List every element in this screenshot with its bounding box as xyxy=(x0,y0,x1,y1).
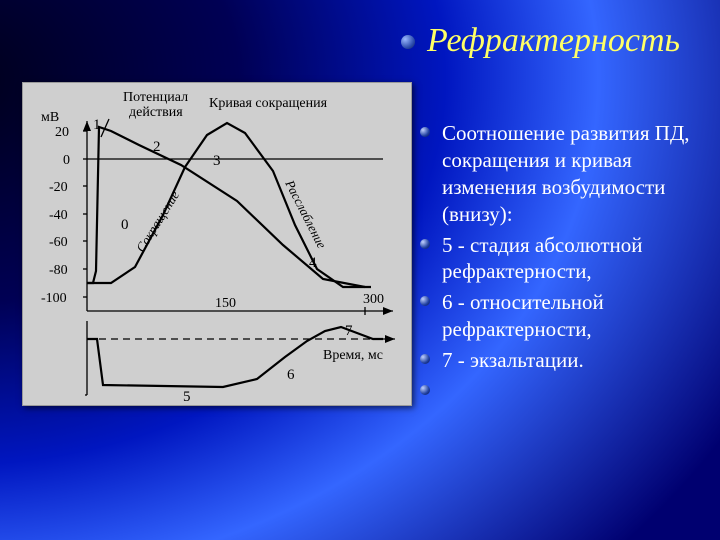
svg-text:0: 0 xyxy=(63,153,70,168)
contraction-curve xyxy=(87,123,371,287)
svg-text:-40: -40 xyxy=(49,208,68,223)
list-item: Соотношение развития ПД, сокращения и кр… xyxy=(420,120,696,228)
xtick: 150 xyxy=(215,296,236,311)
ytick: -40 xyxy=(49,208,87,223)
ytick: -100 xyxy=(41,291,87,306)
ytick: 20 xyxy=(55,125,87,140)
svg-text:20: 20 xyxy=(55,125,69,140)
x-unit: Время, мс xyxy=(323,348,383,363)
ytick: -60 xyxy=(49,235,87,250)
ytick: -20 xyxy=(49,180,87,195)
svg-text:4: 4 xyxy=(309,255,317,271)
svg-text:Кривая сокращения: Кривая сокращения xyxy=(209,96,328,111)
svg-text:2: 2 xyxy=(153,139,161,155)
ytick: -80 xyxy=(49,263,87,278)
svg-text:Потенциал: Потенциал xyxy=(123,90,188,105)
svg-text:-20: -20 xyxy=(49,180,68,195)
action-potential-curve xyxy=(87,127,365,287)
xtick: 300 xyxy=(363,292,384,307)
list-item: 5 - стадия абсолютной рефрактерности, xyxy=(420,232,696,286)
svg-text:Сокращение: Сокращение xyxy=(133,188,182,255)
svg-text:5: 5 xyxy=(183,389,191,405)
slide-title: Рефрактерность xyxy=(401,22,680,60)
list-item: 6 - относительной рефрактерности, xyxy=(420,289,696,343)
ytick: 0 xyxy=(63,153,87,168)
svg-text:Расслабление: Расслабление xyxy=(282,177,330,251)
svg-text:действия: действия xyxy=(129,105,183,120)
bullet-list: Соотношение развития ПД, сокращения и кр… xyxy=(420,120,696,378)
svg-text:1: 1 xyxy=(93,117,101,133)
physiology-chart: 20 0 -20 -40 -60 -80 -100 мВ 150 300 Пот… xyxy=(22,82,412,406)
svg-text:6: 6 xyxy=(287,367,295,383)
svg-text:-80: -80 xyxy=(49,263,68,278)
svg-text:0: 0 xyxy=(121,217,129,233)
svg-text:-60: -60 xyxy=(49,235,68,250)
svg-text:3: 3 xyxy=(213,153,221,169)
list-item: 7 - экзальтации. xyxy=(420,347,696,374)
y-unit: мВ xyxy=(41,110,59,125)
svg-text:7: 7 xyxy=(345,323,353,339)
svg-text:-100: -100 xyxy=(41,291,67,306)
